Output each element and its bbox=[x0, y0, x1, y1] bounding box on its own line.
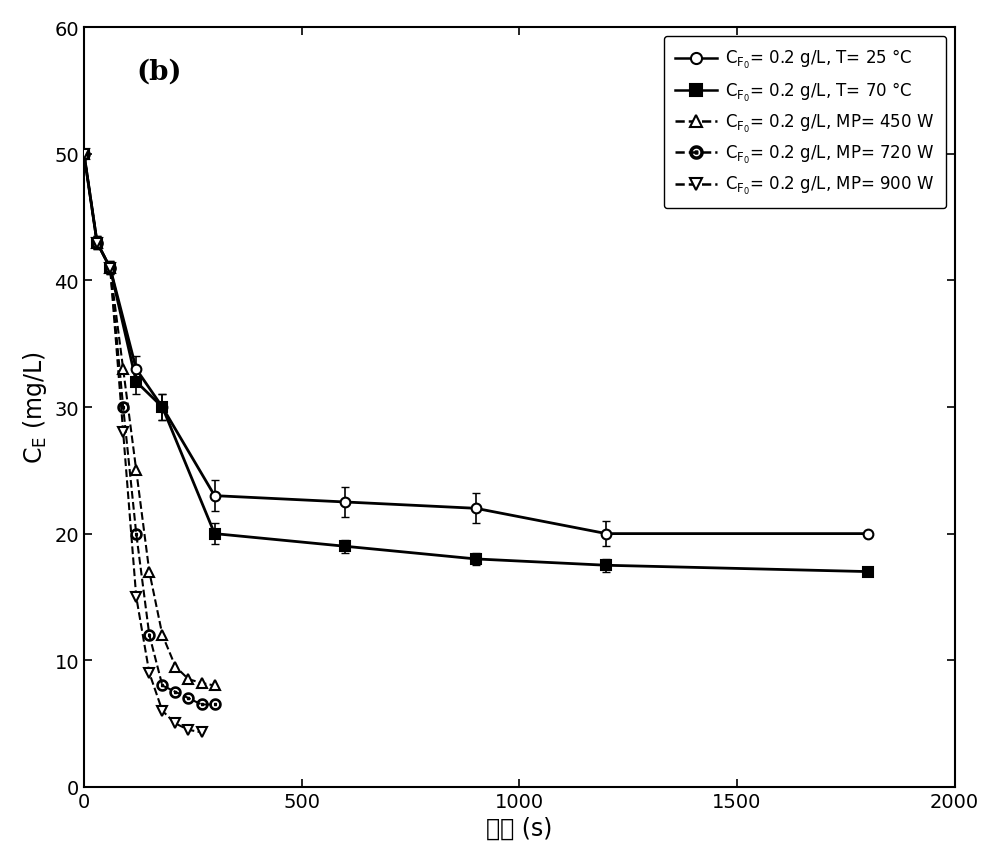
X-axis label: 时间 (s): 时间 (s) bbox=[486, 816, 552, 840]
Text: (b): (b) bbox=[136, 59, 182, 85]
Y-axis label: $C_{\rm E}$ (mg/L): $C_{\rm E}$ (mg/L) bbox=[21, 351, 49, 464]
Legend: $C_{F_0}$= 0.2 g/L, $T$= 25 °C, $C_{F_0}$= 0.2 g/L, $T$= 70 °C, $C_{F_0}$= 0.2 g: $C_{F_0}$= 0.2 g/L, $T$= 25 °C, $C_{F_0}… bbox=[664, 37, 946, 209]
